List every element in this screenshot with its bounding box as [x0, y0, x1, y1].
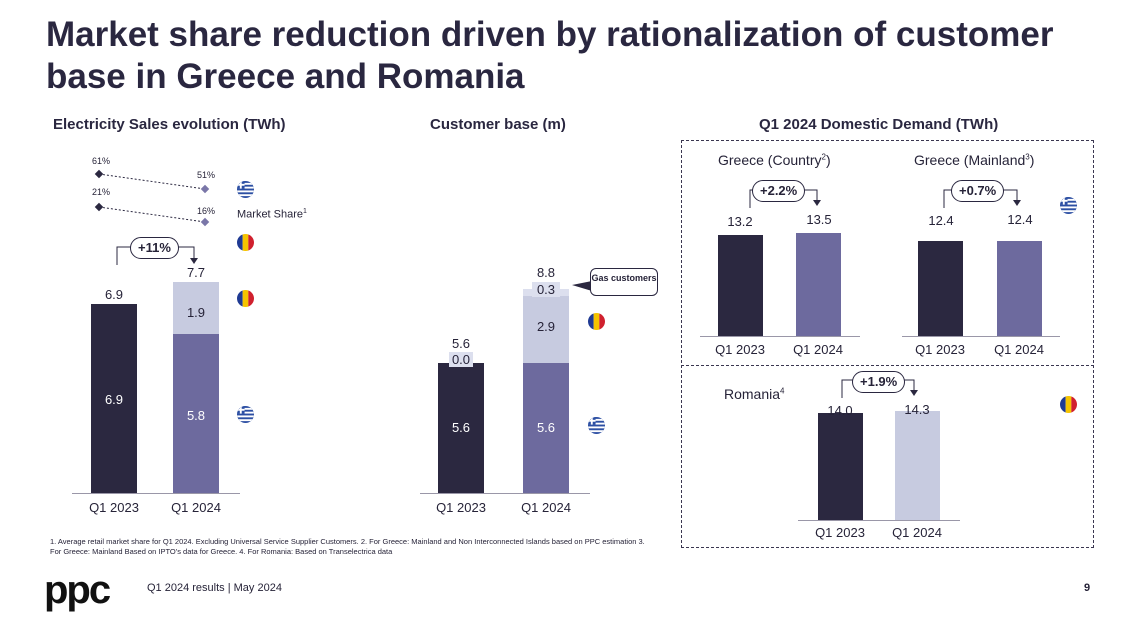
greece-country-2023-value: 13.2	[727, 214, 753, 229]
c2-greece-2024-label: 5.6	[536, 420, 556, 435]
customer-base-title: Customer base (m)	[430, 116, 566, 133]
domestic-demand-box	[681, 140, 1094, 548]
domestic-demand-divider	[681, 365, 1094, 366]
romania-axis	[798, 520, 960, 521]
greece-flag-icon	[237, 181, 254, 198]
c2-romania-2024-label: 2.9	[536, 319, 556, 334]
c1-axis	[72, 493, 240, 494]
ms-greece-line	[98, 173, 206, 190]
romania-flag-icon	[237, 234, 254, 251]
romania-flag-icon	[1060, 396, 1077, 413]
c2-total-2023: 5.6	[451, 336, 471, 351]
c2-greece-2023-label: 5.6	[451, 420, 471, 435]
c2-gas-2023-label: 0.0	[449, 352, 473, 367]
ms-greece-2023-point	[94, 169, 104, 179]
c1-tick-2024: Q1 2024	[171, 500, 221, 515]
c1-bar-greece-Q1-2023	[91, 303, 137, 493]
c3-bar-greece-country--Q1-2023	[718, 235, 763, 336]
greece-mainland-tick-2024: Q1 2024	[994, 342, 1044, 357]
ms-greece-2024-label: 51%	[197, 170, 216, 180]
c1-total-2024: 7.7	[186, 265, 206, 280]
greece-country-2024-value: 13.5	[806, 212, 832, 227]
footnote: 1. Average retail market share for Q1 20…	[50, 537, 645, 556]
footer-text: Q1 2024 results | May 2024	[147, 582, 282, 594]
c3-bar-greece-mainland--Q1-2023	[918, 241, 963, 336]
market-share-lines	[94, 169, 210, 227]
greece-country-tick-2024: Q1 2024	[793, 342, 843, 357]
c3-bar-romania-Q1-2024	[895, 410, 940, 520]
ms-romania-2023-label: 21%	[92, 187, 111, 197]
c2-bar-greece-Q1-2024	[523, 363, 569, 493]
c1-bar-greece-Q1-2024	[173, 334, 219, 493]
page-title: Market share reduction driven by rationa…	[46, 15, 1054, 96]
c3-bar-romania-Q1-2023	[818, 412, 863, 520]
c3-bar-greece-country--Q1-2024	[796, 232, 841, 336]
market-share-label: Market Share1	[237, 208, 307, 221]
page-number: 9	[1084, 582, 1091, 594]
romania-2023-value: 14.0	[827, 403, 853, 418]
greece-flag-icon	[1060, 197, 1077, 214]
romania-flag-icon	[237, 290, 254, 307]
callout-pointer	[572, 281, 592, 291]
greece-flag-icon	[237, 406, 254, 423]
growth-badge-romania: +1.9%	[852, 371, 906, 393]
panel-greece-mainland-title: Greece (Mainland3)	[914, 152, 1035, 168]
romania-tick-2023: Q1 2023	[815, 525, 865, 540]
ms-greece-2023-label: 61%	[92, 156, 111, 166]
c1-total-2023: 6.9	[104, 287, 124, 302]
domestic-demand-title: Q1 2024 Domestic Demand (TWh)	[759, 116, 999, 133]
greece-mainland-axis	[902, 336, 1060, 337]
c2-gas-2024-label: 0.3	[532, 282, 560, 297]
ms-romania-2023-point	[94, 202, 104, 212]
greece-country-tick-2023: Q1 2023	[715, 342, 765, 357]
growth-badge-greece-mainland: +0.7%	[951, 180, 1005, 202]
ms-romania-line	[98, 206, 206, 223]
electricity-sales-title: Electricity Sales evolution (TWh)	[53, 116, 286, 133]
greece-mainland-tick-2023: Q1 2023	[915, 342, 965, 357]
romania-flag-icon	[588, 313, 605, 330]
c1-greece-2024-label: 5.8	[186, 408, 206, 423]
ms-romania-2024-label: 16%	[197, 206, 216, 216]
ms-greece-2024-point	[200, 184, 210, 194]
c2-axis	[420, 493, 590, 494]
c1-bar-romania-Q1-2024	[173, 282, 219, 335]
c1-tick-2023: Q1 2023	[89, 500, 139, 515]
greece-mainland-2024-value: 12.4	[1007, 212, 1033, 227]
romania-2024-value: 14.3	[904, 402, 930, 417]
c2-total-2024: 8.8	[536, 265, 556, 280]
c2-bar-romania-Q1-2024	[523, 295, 569, 364]
c2-bar-greece-Q1-2023	[438, 363, 484, 493]
ppc-logo: ppc	[44, 568, 111, 612]
c2-tick-2024: Q1 2024	[521, 500, 571, 515]
panel-romania-title: Romania4	[724, 386, 785, 402]
growth-badge-1: +11%	[130, 237, 179, 259]
c2-tick-2023: Q1 2023	[436, 500, 486, 515]
panel-greece-country-title: Greece (Country2)	[718, 152, 831, 168]
c1-romania-2024-label: 1.9	[186, 305, 206, 320]
greece-mainland-2023-value: 12.4	[928, 213, 954, 228]
ms-romania-2024-point	[200, 217, 210, 227]
c1-greece-2023-label: 6.9	[104, 392, 124, 407]
greece-flag-icon	[588, 417, 605, 434]
gas-customers-callout: Gas customers	[590, 268, 658, 296]
c3-bar-greece-mainland--Q1-2024	[997, 241, 1042, 336]
greece-country-axis	[700, 336, 860, 337]
growth-badge-greece-country: +2.2%	[752, 180, 806, 202]
romania-tick-2024: Q1 2024	[892, 525, 942, 540]
